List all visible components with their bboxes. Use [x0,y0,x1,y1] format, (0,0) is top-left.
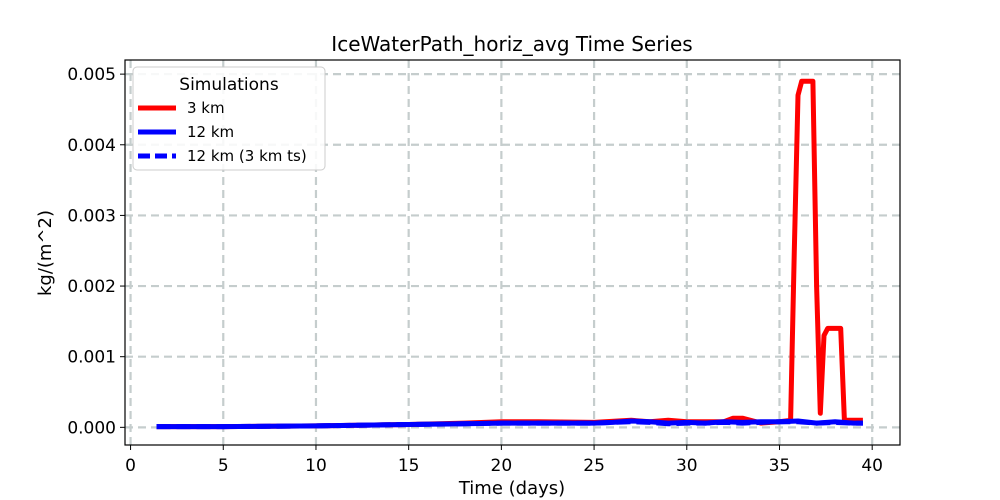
x-axis-label: Time (days) [458,478,565,499]
y-axis-label: kg/(m^2) [35,210,56,296]
y-tick-label: 0.003 [67,206,116,226]
legend-box [132,66,326,171]
x-tick-label: 10 [305,456,327,476]
y-tick-label: 0.004 [67,136,116,156]
axis-ticks: 0 5 10 15 20 25 30 35 40 0.000 0.001 0.002 0.003 0.00… [67,65,883,476]
legend-label: 12 km [187,123,234,141]
x-tick-label: 30 [676,456,698,476]
series-line-3 [156,419,863,430]
legend: Simulations 3 km 12 km 12 km (3 km ts) [132,66,326,171]
y-tick-label: 0.005 [67,65,116,85]
y-tick-label: 0.001 [67,348,116,368]
plot-frame [124,59,901,446]
y-tick-label: 0.000 [67,418,116,438]
x-tick-label: 40 [861,456,883,476]
x-tick-label: 0 [125,456,136,476]
legend-label: 12 km (3 km ts) [187,147,307,165]
x-tick-label: 35 [769,456,791,476]
x-tick-label: 15 [398,456,420,476]
x-tick-label: 20 [491,456,513,476]
x-tick-label: 5 [218,456,229,476]
series-lines [156,78,863,430]
legend-label: 3 km [187,99,225,117]
y-tick-label: 0.002 [67,277,116,297]
x-tick-label: 25 [583,456,605,476]
chart-title: IceWaterPath_horiz_avg Time Series [331,32,692,56]
legend-title: Simulations [179,75,279,95]
